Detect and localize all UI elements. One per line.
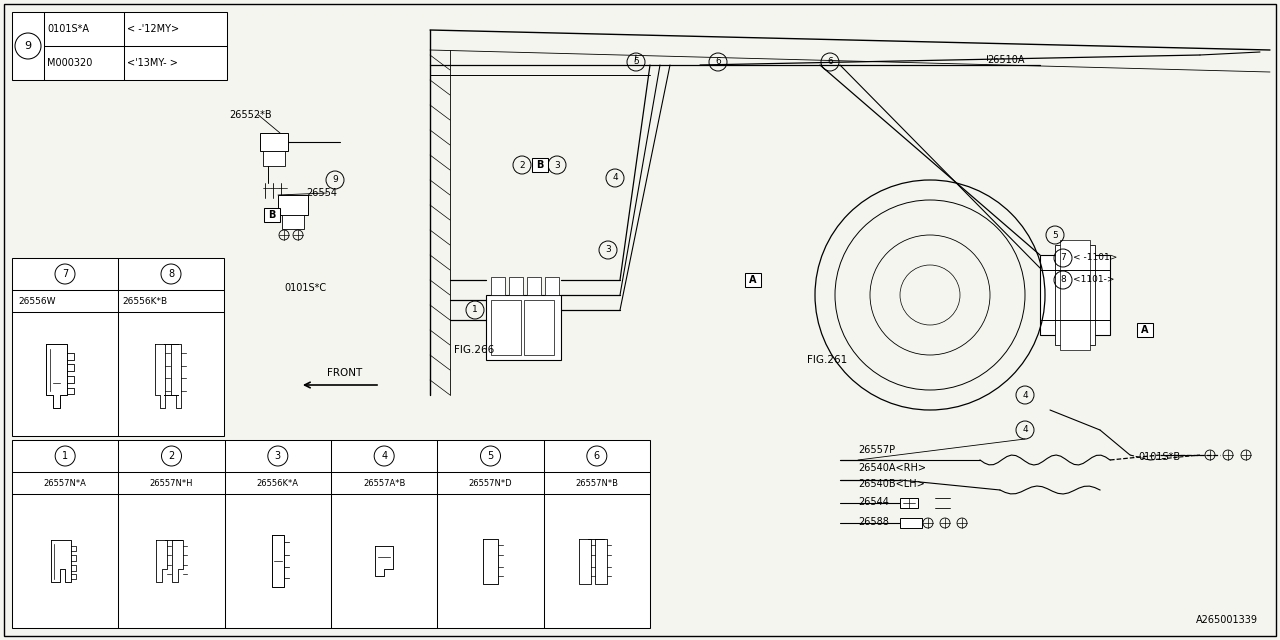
Text: 26544: 26544 [858, 497, 888, 507]
Text: 2: 2 [520, 161, 525, 170]
Text: 26557N*A: 26557N*A [44, 479, 87, 488]
Text: 26556W: 26556W [18, 296, 55, 305]
Bar [282, 215, 305, 229]
Bar [524, 300, 554, 355]
Text: 26557P: 26557P [858, 445, 895, 455]
Text: 7: 7 [1060, 253, 1066, 262]
Bar [260, 133, 288, 151]
Bar [1039, 255, 1110, 335]
Text: 26557N*B: 26557N*B [575, 479, 618, 488]
Bar [1055, 245, 1094, 345]
Text: M000320: M000320 [47, 58, 92, 68]
Text: 8: 8 [1060, 275, 1066, 285]
Text: 4: 4 [1023, 390, 1028, 399]
Text: 26540A<RH>: 26540A<RH> [858, 463, 925, 473]
Bar [12, 258, 224, 436]
Bar [545, 277, 559, 295]
Text: <'13MY- >: <'13MY- > [127, 58, 178, 68]
Text: 0101S*A: 0101S*A [47, 24, 90, 34]
Text: 3: 3 [275, 451, 280, 461]
Text: 5: 5 [488, 451, 494, 461]
Text: 26557A*B: 26557A*B [364, 479, 406, 488]
Text: 26552*B: 26552*B [229, 110, 271, 120]
Text: 9: 9 [24, 41, 32, 51]
Text: 6: 6 [716, 58, 721, 67]
Text: A: A [1142, 325, 1148, 335]
Text: 4: 4 [381, 451, 388, 461]
Text: 6: 6 [827, 58, 833, 67]
Bar [527, 277, 541, 295]
Text: 26540B<LH>: 26540B<LH> [858, 479, 924, 489]
Text: 4: 4 [1023, 426, 1028, 435]
Text: 2: 2 [169, 451, 174, 461]
Text: A: A [749, 275, 756, 285]
Text: <1101->: <1101-> [1073, 275, 1115, 285]
Text: 9: 9 [332, 175, 338, 184]
Text: 3: 3 [605, 246, 611, 255]
Bar [1060, 240, 1091, 350]
Text: 5: 5 [634, 58, 639, 67]
Text: B: B [269, 210, 275, 220]
Text: 6: 6 [594, 451, 600, 461]
Text: 26510A: 26510A [987, 55, 1024, 65]
Text: 3: 3 [554, 161, 559, 170]
Text: FIG.261: FIG.261 [806, 355, 847, 365]
Bar [1137, 323, 1153, 337]
Text: 26557N*D: 26557N*D [468, 479, 512, 488]
Text: 8: 8 [168, 269, 174, 279]
Text: 26556K*B: 26556K*B [122, 296, 168, 305]
Bar [264, 208, 280, 222]
Text: 26556K*A: 26556K*A [257, 479, 298, 488]
Text: 7: 7 [61, 269, 68, 279]
Bar [900, 498, 918, 508]
Bar [486, 295, 561, 360]
Text: 26554: 26554 [306, 188, 337, 198]
Bar [532, 158, 548, 172]
Bar [492, 277, 506, 295]
Text: 1: 1 [472, 305, 477, 314]
Text: 4: 4 [612, 173, 618, 182]
Text: 0101S*B: 0101S*B [1138, 452, 1180, 462]
Text: 26588: 26588 [858, 517, 888, 527]
Bar [278, 195, 308, 215]
Text: 5: 5 [1052, 230, 1057, 239]
Text: A265001339: A265001339 [1196, 615, 1258, 625]
Text: < -1101>: < -1101> [1073, 253, 1117, 262]
Text: 1: 1 [63, 451, 68, 461]
Text: < -'12MY>: < -'12MY> [127, 24, 179, 34]
Bar [900, 518, 922, 528]
Bar [509, 277, 524, 295]
Bar [12, 440, 650, 628]
Bar [262, 151, 285, 166]
Text: FIG.266: FIG.266 [454, 345, 494, 355]
Bar [12, 12, 227, 80]
Text: FRONT: FRONT [328, 368, 362, 378]
Text: B: B [536, 160, 544, 170]
Bar [492, 300, 521, 355]
Text: 26557N*H: 26557N*H [150, 479, 193, 488]
Text: 0101S*C: 0101S*C [284, 283, 326, 293]
Bar [745, 273, 762, 287]
